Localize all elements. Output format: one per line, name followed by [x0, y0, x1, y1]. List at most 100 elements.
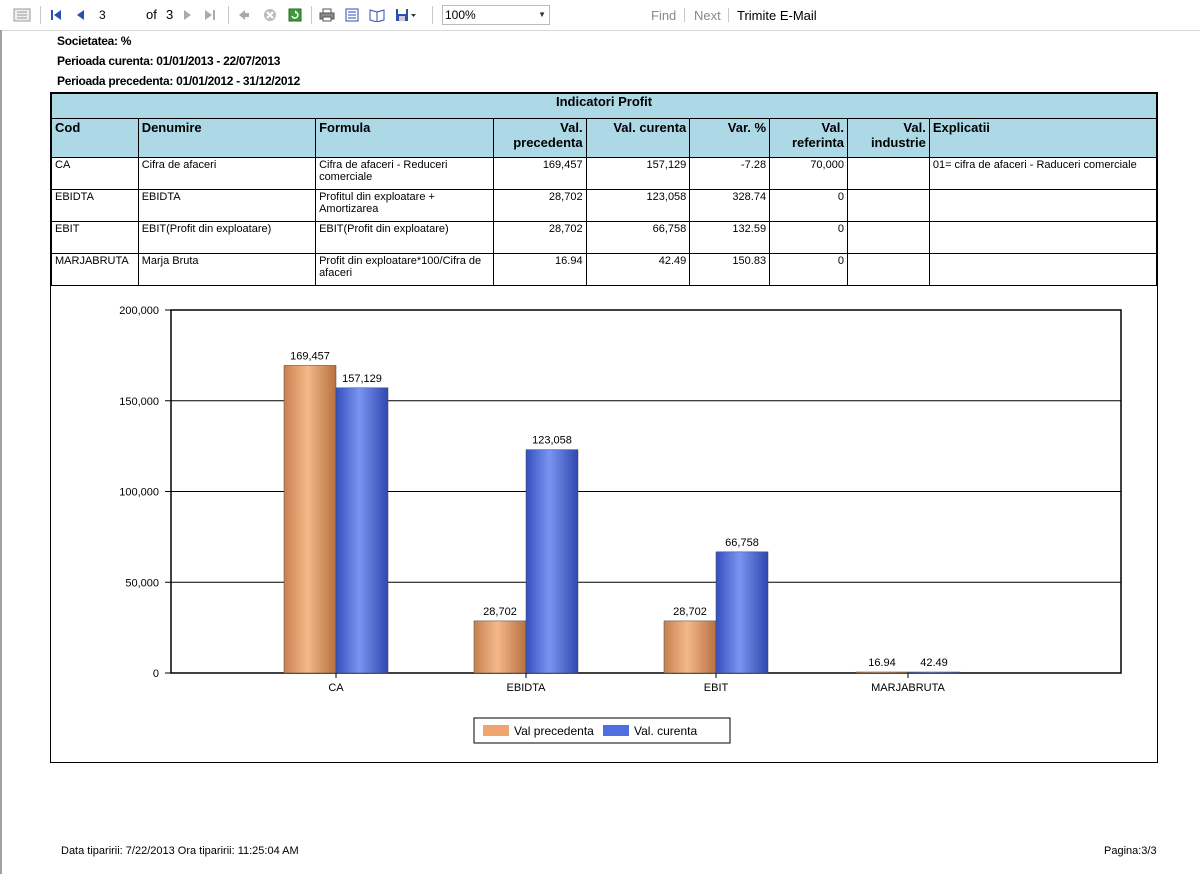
email-link[interactable]: Trimite E-Mail: [737, 8, 817, 23]
print-icon[interactable]: [318, 6, 336, 24]
table-row: EBIDTA EBIDTA Profitul din exploatare + Am…: [51, 189, 1158, 222]
column-header: Formula: [315, 118, 494, 158]
page-footer: Pagina:3/3: [1104, 845, 1157, 857]
stop-icon[interactable]: [262, 6, 278, 24]
column-header: Val. curenta: [585, 118, 691, 158]
page-number-input[interactable]: 3: [94, 6, 138, 24]
table-cell: EBIDTA: [51, 189, 139, 222]
data-label: 28,702: [673, 606, 707, 618]
export-save-icon[interactable]: [394, 6, 418, 24]
table-cell: 01= cifra de afaceri - Raduceri comercia…: [928, 157, 1158, 190]
find-link[interactable]: Find: [651, 8, 677, 23]
legend-swatch: [483, 725, 509, 736]
x-tick-label: MARJABRUTA: [871, 682, 945, 694]
table-cell: EBIT(Profit din exploatare): [315, 221, 494, 254]
table-cell: 328.74: [689, 189, 771, 222]
table-cell: Profitul din exploatare + Amortizarea: [315, 189, 494, 222]
data-label: 66,758: [725, 537, 759, 549]
zoom-select[interactable]: 100% ▼: [442, 5, 550, 25]
y-tick-label: 200,000: [119, 305, 159, 317]
y-tick-label: 100,000: [119, 487, 159, 499]
y-tick-label: 150,000: [119, 396, 159, 408]
table-cell: 28,702: [492, 189, 587, 222]
table-cell: 132.59: [689, 221, 771, 254]
table-cell: -7.28: [689, 157, 771, 190]
data-label: 169,457: [290, 350, 330, 362]
table-row: CA Cifra de afaceri Cifra de afaceri - Red…: [51, 157, 1158, 190]
left-border: [0, 30, 2, 874]
bar-val-precedenta-ebidta: [473, 620, 527, 674]
data-label: 42.49: [920, 657, 948, 669]
current-period-label: Perioada curenta: 01/01/2013 - 22/07/201…: [57, 54, 281, 68]
table-cell: CA: [51, 157, 139, 190]
report-toolbar: 3 of 3 100% ▼ Find Next Trimite E-Mail: [0, 0, 1200, 31]
refresh-icon[interactable]: [287, 6, 303, 24]
column-header: Val. referinta: [769, 118, 848, 158]
table-cell: 157,129: [585, 157, 691, 190]
last-page-icon[interactable]: [202, 6, 218, 24]
page-of-label: of: [146, 7, 157, 22]
table-cell: Cifra de afaceri - Reduceri comerciale: [315, 157, 494, 190]
print-layout-icon[interactable]: [343, 6, 361, 24]
table-cell: 150.83: [689, 253, 771, 286]
table-cell: 0: [769, 221, 848, 254]
next-page-icon[interactable]: [180, 6, 196, 24]
first-page-icon[interactable]: [48, 6, 64, 24]
print-date-footer: Data tiparirii: 7/22/2013 Ora tiparirii:…: [61, 845, 299, 857]
document-map-icon[interactable]: [12, 6, 32, 24]
chevron-down-icon: ▼: [538, 10, 546, 19]
table-cell: Profit din exploatare*100/Cifra de aface…: [315, 253, 494, 286]
x-tick-label: EBIDTA: [507, 682, 547, 694]
table-cell: 70,000: [769, 157, 848, 190]
legend-box: [473, 717, 731, 744]
bar-val-precedenta-marjabruta: [855, 671, 909, 674]
bar-val-curenta-marjabruta: [907, 671, 961, 674]
data-label: 123,058: [532, 435, 572, 447]
table-cell: EBIT(Profit din exploatare): [137, 221, 317, 254]
table-cell: 28,702: [492, 221, 587, 254]
table-cell: [928, 253, 1158, 286]
legend-label: Val precedenta: [514, 724, 594, 738]
table-cell: Cifra de afaceri: [137, 157, 317, 190]
legend-label: Val. curenta: [634, 724, 697, 738]
table-cell: EBIDTA: [137, 189, 317, 222]
table-cell: [846, 157, 930, 190]
column-header: Var. %: [689, 118, 771, 158]
table-cell: [928, 221, 1158, 254]
table-row: MARJABRUTA Marja Bruta Profit din exploata…: [51, 253, 1158, 286]
table-cell: [846, 189, 930, 222]
data-label: 157,129: [342, 373, 382, 385]
profit-bar-chart: 0 50,000 100,000 150,000 200,000 169,457 157,1…: [119, 305, 1122, 744]
table-header-row: Cod Denumire Formula Val. precedenta Val. cu…: [51, 118, 1158, 158]
data-label: 28,702: [483, 606, 517, 618]
back-icon[interactable]: [236, 6, 252, 24]
bar-val-curenta-ebidta: [525, 449, 579, 674]
y-tick-label: 50,000: [125, 577, 159, 589]
bar-val-curenta-ca: [335, 387, 389, 674]
data-label: 16.94: [868, 657, 896, 669]
x-tick-label: CA: [328, 682, 344, 694]
table-cell: 42.49: [585, 253, 691, 286]
column-header: Val. precedenta: [492, 118, 587, 158]
table-cell: [928, 189, 1158, 222]
page-total-label: 3: [166, 7, 174, 22]
table-cell: MARJABRUTA: [51, 253, 139, 286]
previous-page-icon[interactable]: [72, 6, 88, 24]
table-cell: 16.94: [492, 253, 587, 286]
zoom-value: 100%: [445, 8, 476, 22]
table-cell: 66,758: [585, 221, 691, 254]
column-header: Val. industrie: [846, 118, 930, 158]
x-tick-label: EBIT: [704, 682, 729, 694]
table-cell: [846, 221, 930, 254]
table-cell: 123,058: [585, 189, 691, 222]
page-setup-icon[interactable]: [368, 6, 386, 24]
legend-swatch: [603, 725, 629, 736]
next-link[interactable]: Next: [694, 8, 721, 23]
bar-val-curenta-ebit: [715, 551, 769, 674]
table-cell: 169,457: [492, 157, 587, 190]
table-cell: 0: [769, 189, 848, 222]
column-header: Cod: [51, 118, 139, 158]
table-cell: 0: [769, 253, 848, 286]
table-cell: EBIT: [51, 221, 139, 254]
column-header: Explicatii: [928, 118, 1158, 158]
